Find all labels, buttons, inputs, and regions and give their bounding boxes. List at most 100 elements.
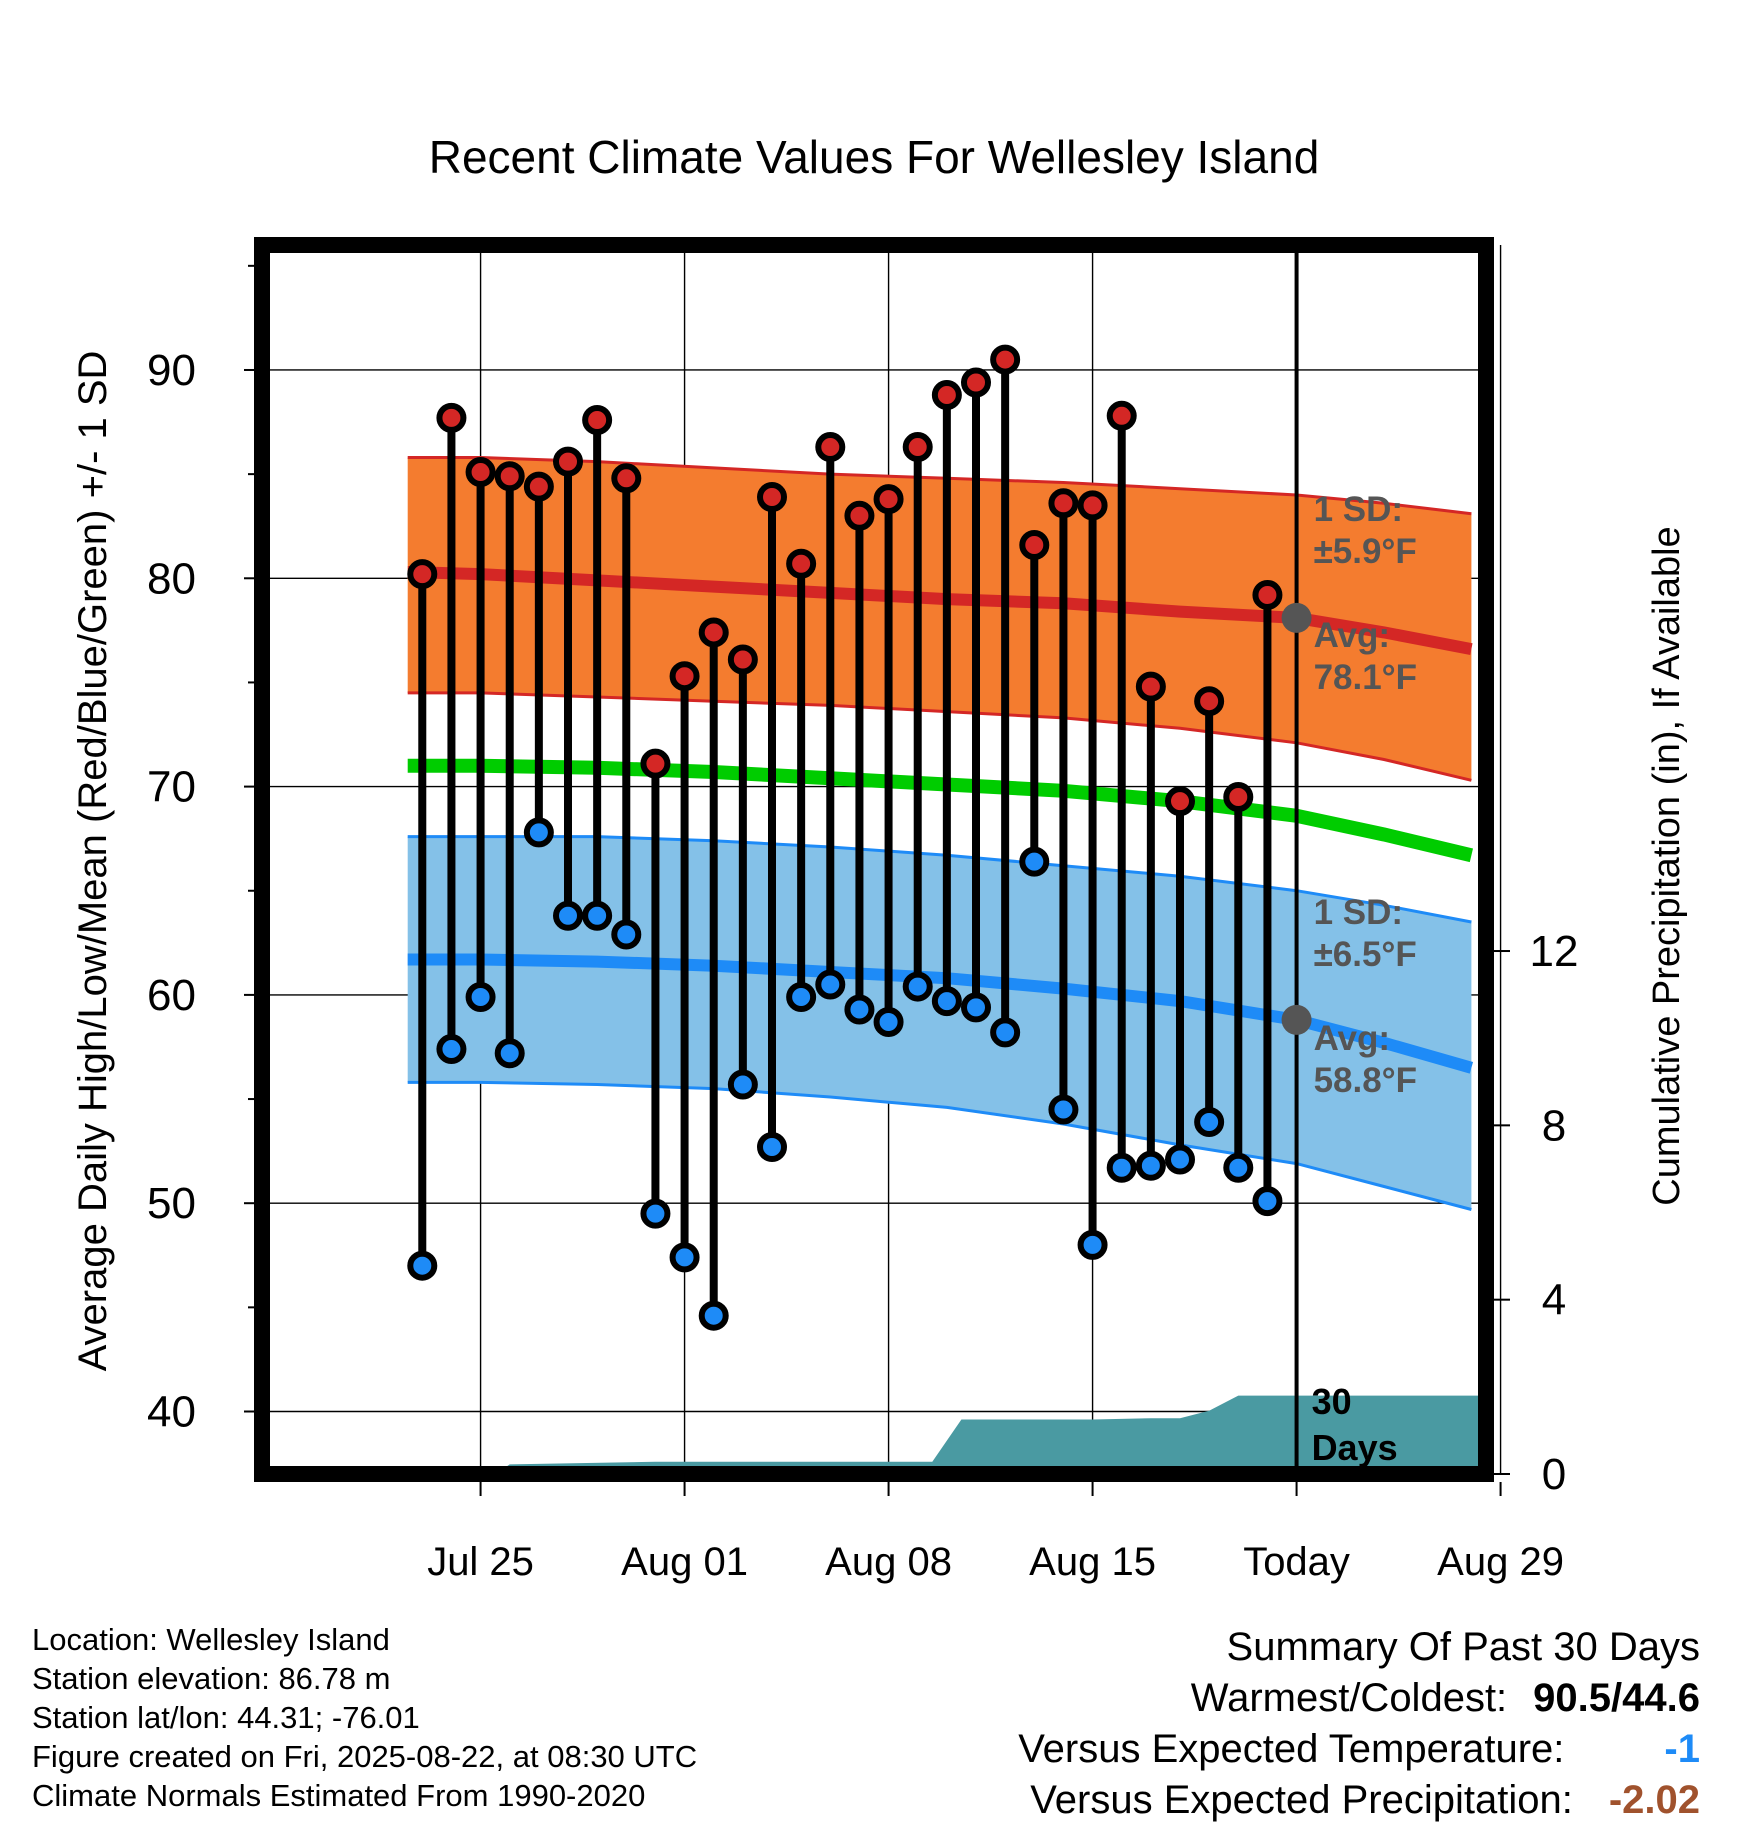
high-temp-point	[844, 500, 875, 531]
precipitation-area	[407, 1395, 1487, 1474]
climate-normals-period: Climate Normals Estimated From 1990-2020	[32, 1778, 646, 1813]
low-avg-label: Avg:	[1314, 1019, 1390, 1058]
y2-tick-label: 4	[1542, 1276, 1566, 1325]
high-temp-point	[553, 446, 583, 477]
chart-title: Recent Climate Values For Wellesley Isla…	[429, 131, 1320, 183]
x-tick-label: Aug 15	[1029, 1540, 1156, 1584]
low-temp-point	[407, 1250, 438, 1281]
plot-border	[254, 237, 1494, 1482]
temp-anomaly-row: Versus Expected Temperature: -1	[1018, 1724, 1700, 1775]
station-info: Location: Wellesley Island Station eleva…	[32, 1620, 697, 1815]
station-elevation: Station elevation: 86.78 m	[32, 1661, 391, 1696]
high-temp-point	[1194, 686, 1225, 717]
low-temp-point	[902, 971, 933, 1002]
high-temp-point	[727, 644, 758, 675]
x-tick-label: Aug 29	[1437, 1540, 1564, 1584]
low-temp-point	[786, 981, 817, 1012]
high-temp-point	[523, 471, 554, 502]
figure-created: Figure created on Fri, 2025-08-22, at 08…	[32, 1739, 698, 1774]
low-sd-lower-edge	[407, 1080, 1472, 1211]
warmest-coldest-value: 90.5/44.6	[1533, 1676, 1700, 1720]
y-tick-label: 80	[147, 554, 196, 603]
high-temp-point	[757, 482, 787, 513]
y-tick-label: 90	[147, 346, 196, 395]
warmest-coldest-row: Warmest/Coldest: 90.5/44.6	[1018, 1673, 1700, 1724]
x-tick-label: Aug 01	[621, 1540, 748, 1584]
low-temp-point	[1135, 1150, 1166, 1181]
plot-frame	[254, 237, 1494, 1482]
axes: Recent Climate Values For Wellesley Isla…	[71, 131, 1688, 1610]
y2-axis-title: Cumulative Precipitation (in), If Availa…	[1646, 526, 1688, 1205]
high-temp-point	[698, 617, 729, 648]
temp-anomaly-value: -1	[1664, 1727, 1700, 1771]
x-axis-title: Day	[838, 1604, 909, 1610]
y-tick-label: 40	[147, 1388, 196, 1437]
low-temp-point	[523, 817, 554, 848]
high-avg-today-marker	[1281, 602, 1312, 633]
low-temp-point	[815, 969, 846, 1000]
high-avg-label: Avg:	[1314, 616, 1390, 655]
low-temp-point	[640, 1198, 671, 1229]
low-temp-point	[844, 994, 875, 1025]
high-temp-point	[902, 432, 933, 463]
y-axis-title: Average Daily High/Low/Mean (Red/Blue/Gr…	[71, 351, 115, 1372]
x-tick-label: Aug 08	[825, 1540, 952, 1584]
low-temp-point	[1106, 1152, 1137, 1183]
cumulative-precip-area	[407, 1395, 1487, 1474]
low-temp-point	[1077, 1229, 1108, 1260]
y-tick-label: 50	[147, 1179, 196, 1228]
high-temp-point	[961, 367, 991, 398]
high-temp-point	[582, 404, 613, 435]
high-temp-point	[436, 402, 467, 433]
y-tick-label: 70	[147, 763, 196, 812]
high-sd-value: ±5.9°F	[1314, 532, 1417, 571]
y-tick-label: 60	[147, 971, 196, 1020]
high-temp-point	[1135, 671, 1166, 702]
low-temp-point	[757, 1131, 787, 1162]
days-word-label: Days	[1312, 1427, 1398, 1468]
precip-anomaly-label: Versus Expected Precipitation:	[1030, 1778, 1573, 1822]
high-temp-point	[494, 461, 525, 492]
summary-panel: Summary Of Past 30 Days Warmest/Coldest:…	[1018, 1622, 1700, 1826]
precip-anomaly-value: -2.02	[1608, 1778, 1700, 1822]
observation-dots	[407, 344, 1283, 1331]
temp-anomaly-label: Versus Expected Temperature:	[1018, 1727, 1565, 1771]
high-temp-point	[669, 661, 700, 692]
low-temp-point	[553, 900, 583, 931]
high-avg-value: 78.1°F	[1314, 658, 1418, 697]
low-temp-point	[873, 1006, 904, 1037]
high-temp-point	[1223, 782, 1254, 813]
low-temp-point	[611, 919, 642, 950]
y2-tick-label: 0	[1542, 1450, 1566, 1499]
low-temp-point	[931, 986, 962, 1017]
high-temp-point	[1048, 488, 1079, 519]
low-sd-value: ±6.5°F	[1314, 935, 1417, 974]
station-latlon: Station lat/lon: 44.31; -76.01	[32, 1700, 420, 1735]
high-sd-label: 1 SD:	[1314, 490, 1403, 529]
high-temp-point	[465, 457, 496, 488]
low-temp-point	[1048, 1094, 1079, 1125]
observation-stems	[418, 359, 1272, 1316]
low-temp-point	[465, 981, 496, 1012]
low-temp-point	[1252, 1186, 1283, 1217]
low-temp-point	[669, 1242, 700, 1273]
low-temp-point	[582, 900, 613, 931]
low-sd-label: 1 SD:	[1314, 893, 1403, 932]
warmest-coldest-label: Warmest/Coldest:	[1190, 1676, 1508, 1720]
y2-tick-label: 8	[1542, 1101, 1566, 1150]
y2-tick-label: 12	[1530, 927, 1579, 976]
high-temp-point	[786, 548, 817, 579]
high-temp-point	[611, 463, 642, 494]
low-temp-point	[1165, 1144, 1195, 1175]
high-temp-point	[815, 432, 846, 463]
high-temp-point	[990, 344, 1021, 375]
high-temp-point	[407, 559, 438, 590]
low-temp-point	[1194, 1106, 1225, 1137]
high-temp-point	[1252, 579, 1283, 610]
low-temp-point	[698, 1300, 729, 1331]
x-tick-label: Jul 25	[427, 1540, 534, 1584]
precip-anomaly-row: Versus Expected Precipitation: -2.02	[1018, 1775, 1700, 1826]
low-temp-point	[436, 1034, 467, 1065]
high-temp-point	[1019, 529, 1050, 560]
